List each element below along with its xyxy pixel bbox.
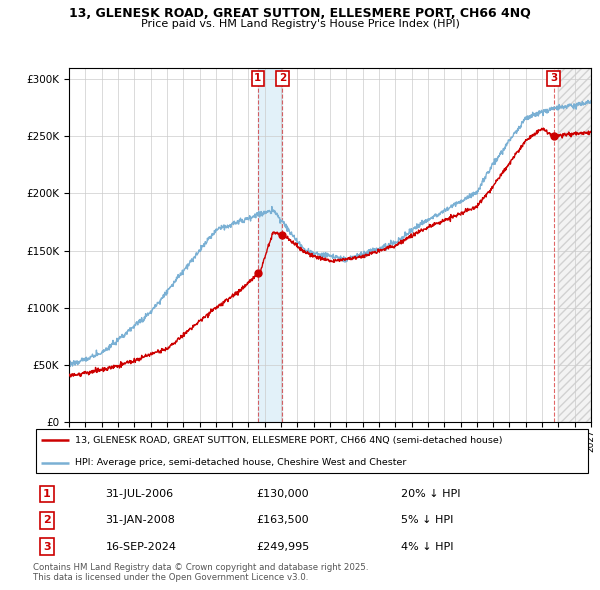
Text: 13, GLENESK ROAD, GREAT SUTTON, ELLESMERE PORT, CH66 4NQ (semi-detached house): 13, GLENESK ROAD, GREAT SUTTON, ELLESMER… — [75, 435, 502, 445]
Text: £130,000: £130,000 — [256, 489, 309, 499]
Text: 1: 1 — [254, 73, 262, 83]
Text: £163,500: £163,500 — [256, 516, 309, 525]
Text: 16-SEP-2024: 16-SEP-2024 — [106, 542, 176, 552]
Text: 1: 1 — [43, 489, 51, 499]
Text: 20% ↓ HPI: 20% ↓ HPI — [401, 489, 461, 499]
Text: 31-JUL-2006: 31-JUL-2006 — [106, 489, 173, 499]
Bar — [258, 68, 283, 422]
Text: HPI: Average price, semi-detached house, Cheshire West and Chester: HPI: Average price, semi-detached house,… — [75, 458, 406, 467]
FancyBboxPatch shape — [36, 429, 588, 473]
Text: 31-JAN-2008: 31-JAN-2008 — [106, 516, 175, 525]
Text: 2: 2 — [43, 516, 51, 525]
Text: £249,995: £249,995 — [256, 542, 310, 552]
Text: 4% ↓ HPI: 4% ↓ HPI — [401, 542, 454, 552]
Text: 3: 3 — [550, 73, 557, 83]
Text: 13, GLENESK ROAD, GREAT SUTTON, ELLESMERE PORT, CH66 4NQ: 13, GLENESK ROAD, GREAT SUTTON, ELLESMER… — [69, 7, 531, 20]
Text: 3: 3 — [43, 542, 51, 552]
Bar — [559, 68, 591, 422]
Text: Contains HM Land Registry data © Crown copyright and database right 2025.
This d: Contains HM Land Registry data © Crown c… — [33, 563, 368, 582]
Text: 2: 2 — [279, 73, 286, 83]
Text: Price paid vs. HM Land Registry's House Price Index (HPI): Price paid vs. HM Land Registry's House … — [140, 19, 460, 29]
Text: 5% ↓ HPI: 5% ↓ HPI — [401, 516, 454, 525]
